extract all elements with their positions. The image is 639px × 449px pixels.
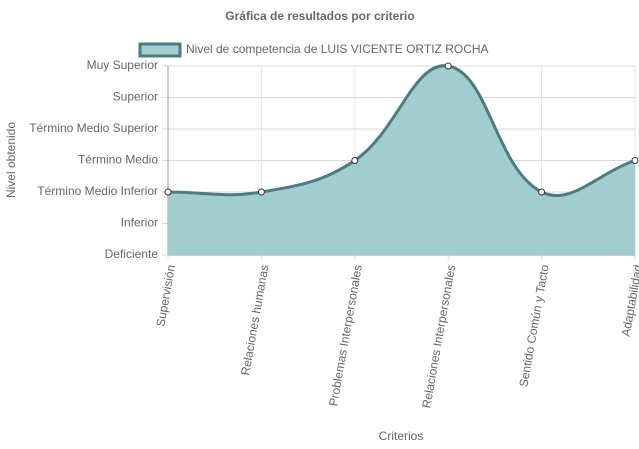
y-axis-title: Nivel obtenido (4, 122, 18, 198)
point (631, 157, 639, 164)
point (164, 188, 172, 196)
y-tick-label: Término Medio Inferior (37, 184, 158, 198)
point (351, 157, 359, 164)
y-tick-label: Inferior (121, 216, 158, 230)
point (444, 62, 452, 70)
x-tick-label: Supervisión (153, 264, 178, 328)
y-tick-label: Deficiente (105, 247, 159, 261)
point (257, 188, 265, 196)
y-tick-label: Muy Superior (87, 58, 158, 72)
x-tick-label: Relaciones humanas (238, 264, 271, 377)
x-tick-label: Relaciones Interpersonales (419, 264, 458, 410)
x-axis-title: Criterios (379, 429, 424, 443)
x-tick-label: Adaptabilidad (619, 264, 639, 338)
chart-title: Gráfica de resultados por criterio (225, 9, 414, 23)
area-fill (168, 65, 635, 255)
y-tick-label: Término Medio (78, 153, 158, 167)
y-tick-label: Término Medio Superior (29, 121, 158, 135)
x-tick-label: Problemas Interpersonales (326, 264, 365, 408)
y-tick-label: Superior (113, 90, 158, 104)
x-tick-label: Sentido Común y Tacto (516, 263, 551, 388)
legend-label: Nivel de competencia de LUIS VICENTE ORT… (186, 42, 489, 56)
legend-swatch (138, 42, 182, 58)
point (538, 188, 546, 196)
